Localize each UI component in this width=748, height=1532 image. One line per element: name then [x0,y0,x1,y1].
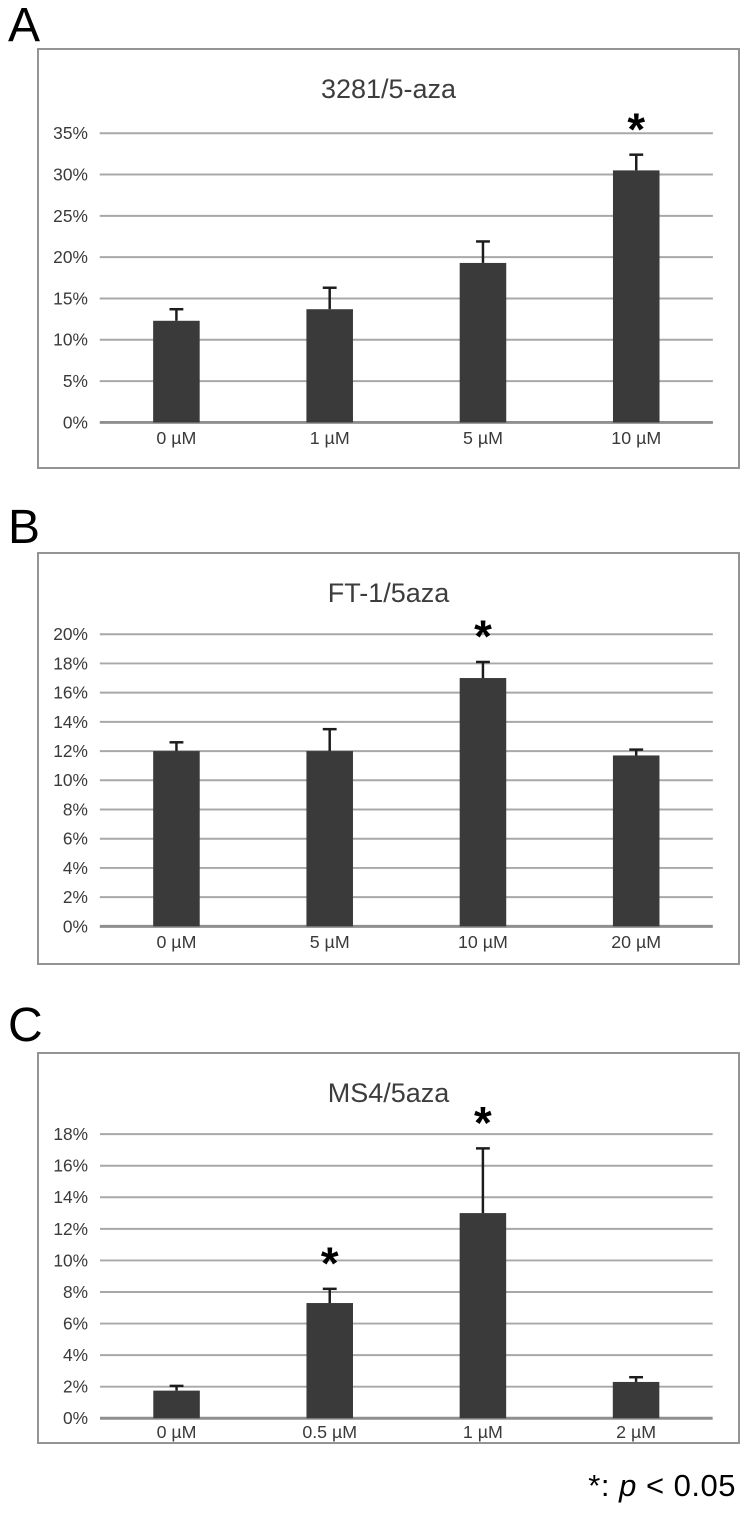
x-category-label: 5 µM [310,932,350,952]
x-category-label: 0.5 µM [302,1422,357,1442]
bar-0.5-µm [306,1303,353,1419]
footnote-colon: : [600,1468,620,1503]
y-tick-label: 4% [63,858,88,878]
bar-2-µm [612,1381,660,1419]
x-category-label: 2 µM [616,1422,656,1442]
footnote-rest: < 0.05 [636,1468,736,1503]
y-tick-label: 16% [53,1156,88,1176]
footnote-p: p [619,1468,637,1503]
y-tick-label: 35% [53,123,88,143]
y-tick-label: 10% [53,1250,88,1270]
x-category-label: 0 µM [157,1422,197,1442]
footnote-star: * [588,1468,601,1503]
y-tick-label: 18% [53,653,88,673]
chart-c-title: MS4/5aza [327,1078,450,1108]
y-tick-label: 12% [53,741,88,761]
y-tick-label: 12% [53,1219,88,1239]
y-tick-label: 8% [63,1282,88,1302]
bar-5-µm [459,262,507,423]
bar-1-µm [306,309,353,423]
y-tick-label: 16% [53,683,88,703]
bar-20-µm [612,755,660,927]
chart-panel-c: MS4/5aza 0% 2% 4% 6% 8% 10% 12% 14% 16% 18% 0 µM * 0… [37,1052,740,1444]
y-tick-label: 15% [53,288,88,308]
y-tick-label: 5% [63,371,88,391]
x-category-label: 0 µM [156,932,196,952]
chart-a-title: 3281/5-aza [320,74,457,104]
panel-label-a: A [8,0,41,52]
y-tick-label: 18% [53,1124,88,1144]
y-tick-label: 20% [53,247,88,267]
chart-panel-b: FT-1/5aza 0% 2% 4% 6% 8% 10% 12% 14% 16% 18% 20% 0 … [37,552,740,965]
x-category-label: 20 µM [611,932,661,952]
panel-label-b: B [8,501,41,554]
bar-0-µm [153,1390,200,1419]
chart-c-plot: 0% 2% 4% 6% 8% 10% 12% 14% 16% 18% 0 µM * 0.5 µM * 1 µ… [53,1097,713,1442]
y-tick-label: 30% [53,164,88,184]
y-tick-label: 2% [63,887,88,907]
y-tick-label: 6% [63,829,88,849]
x-category-label: 10 µM [458,932,508,952]
y-tick-label: 25% [53,206,88,226]
y-tick-label: 10% [53,330,88,350]
bar-10-µm [612,170,660,423]
bar-0-µm [153,751,200,927]
y-tick-label: 6% [63,1313,88,1333]
x-category-label: 0 µM [156,428,196,448]
significance-asterisk: * [321,1238,339,1289]
x-category-label: 1 µM [463,1422,503,1442]
chart-a-plot: 0% 5% 10% 15% 20% 25% 30% 35% 0 µM 1 µM 5 µM * 10 µM [53,104,713,448]
y-tick-label: 0% [63,1408,88,1428]
y-tick-label: 8% [63,799,88,819]
x-category-label: 10 µM [611,428,661,448]
significance-footnote: *: p < 0.05 [588,1468,736,1504]
chart-b-plot: 0% 2% 4% 6% 8% 10% 12% 14% 16% 18% 20% 0 µM 5 µM * 10 … [53,611,713,952]
y-tick-label: 2% [63,1377,88,1397]
significance-asterisk: * [474,1097,492,1148]
chart-panel-a: 3281/5-aza 0% 5% 10% 15% 20% 25% 30% 35% 0 µM 1 µ… [37,48,740,469]
bar-10-µm [459,678,507,927]
x-category-label: 1 µM [310,428,350,448]
bar-0-µm [153,320,200,423]
y-tick-label: 4% [63,1345,88,1365]
chart-b-title: FT-1/5aza [327,578,450,608]
y-tick-label: 10% [53,770,88,790]
x-category-label: 5 µM [463,428,503,448]
y-tick-label: 14% [53,1187,88,1207]
y-tick-label: 14% [53,712,88,732]
significance-asterisk: * [474,611,492,662]
panel-label-c: C [8,999,43,1052]
bar-5-µm [306,751,353,927]
significance-asterisk: * [627,104,645,155]
y-tick-label: 0% [63,916,88,936]
y-tick-label: 0% [63,412,88,432]
y-tick-label: 20% [53,624,88,644]
bar-1-µm [459,1213,507,1419]
